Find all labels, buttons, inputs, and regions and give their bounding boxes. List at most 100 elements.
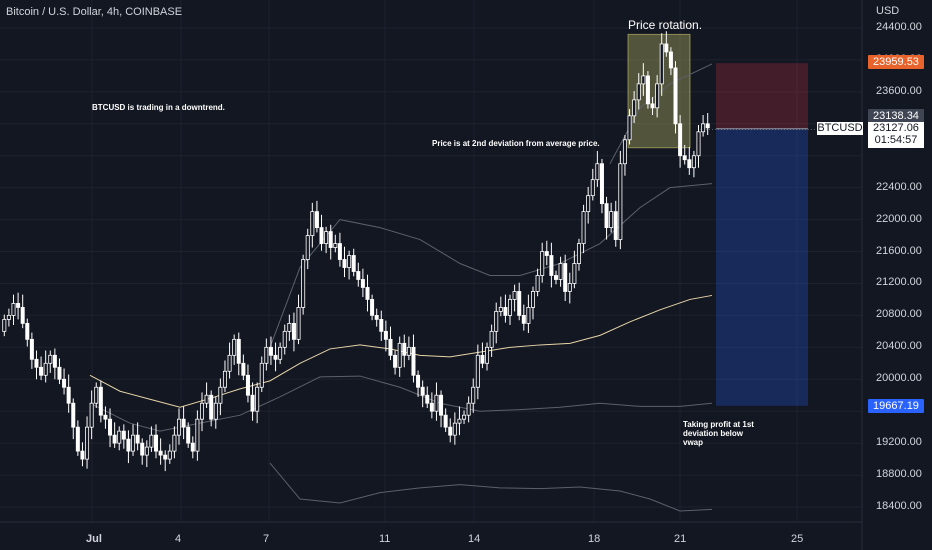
candle-body: [650, 103, 655, 109]
candle-body: [85, 426, 90, 460]
candle-body: [462, 414, 467, 420]
candle-body: [687, 159, 692, 169]
price-tick-label: 18400.00: [876, 500, 922, 512]
candle-body: [365, 287, 370, 300]
candle-body: [586, 195, 591, 213]
candle-body: [75, 426, 80, 452]
candle-body: [117, 430, 122, 444]
candle-body: [310, 211, 315, 236]
chart-title: Bitcoin / U.S. Dollar, 4h, COINBASE: [6, 6, 183, 18]
candle-body: [80, 450, 85, 460]
price-tick-label: 18800.00: [876, 468, 922, 481]
candle-body: [314, 211, 319, 228]
ticker-label: BTCUSD: [817, 122, 863, 135]
candle-body: [163, 454, 168, 460]
candle-body: [567, 283, 572, 292]
candle-body: [485, 346, 490, 364]
candle-body: [705, 123, 710, 129]
candle-body: [466, 402, 471, 416]
candle-body: [563, 263, 568, 292]
candle-body: [6, 314, 11, 320]
candle-body: [287, 322, 292, 332]
candle-body: [558, 263, 563, 280]
candle-body: [16, 303, 21, 308]
candle-body: [475, 354, 480, 388]
candle-body: [383, 330, 388, 340]
candle-body: [664, 43, 669, 53]
candle-body: [636, 83, 641, 101]
deviation-annotation: Price is at 2nd deviation from average p…: [432, 139, 600, 148]
candle-body: [682, 155, 687, 161]
profit-annotation: Taking profit at 1st deviation below vwa…: [683, 420, 754, 447]
candle-body: [604, 203, 609, 228]
candle-body: [641, 75, 646, 85]
candle-body: [668, 51, 673, 69]
candle-body: [11, 303, 16, 316]
candle-body: [576, 243, 581, 264]
price-tick-label: 20800.00: [876, 308, 922, 321]
candle-body: [360, 279, 365, 288]
candle-body: [691, 155, 696, 169]
candle-body: [553, 275, 558, 280]
candle-body: [613, 211, 618, 240]
time-tick-label: 7: [263, 533, 270, 545]
countdown-value: 01:54:57: [874, 134, 918, 146]
price-tick-label: 20400.00: [876, 340, 922, 353]
candle-body: [512, 291, 517, 300]
downtrend-annotation: BTCUSD is trading in a downtrend.: [92, 103, 225, 112]
candle-body: [342, 259, 347, 268]
candle-body: [581, 211, 586, 244]
candle-body: [411, 346, 416, 376]
candle-body: [57, 366, 62, 380]
candle-body: [356, 271, 361, 280]
time-tick-label: 11: [379, 533, 391, 545]
candle-body: [627, 115, 632, 141]
candle-body: [204, 394, 209, 404]
candle-body: [241, 362, 246, 376]
candle-body: [434, 394, 439, 412]
candle-body: [535, 275, 540, 292]
candle-body: [655, 83, 660, 109]
candle-body: [457, 418, 462, 424]
rotation-annotation: Price rotation.: [628, 18, 703, 32]
price-tick-label: 19200.00: [876, 436, 922, 449]
profit-annotation-line3: vwap: [683, 438, 704, 447]
candle-body: [291, 322, 296, 340]
current-price-value: 23127.06: [873, 122, 919, 134]
candle-body: [98, 386, 103, 416]
candle-body: [195, 418, 200, 452]
target-zone: [716, 128, 808, 406]
time-tick-label: 18: [588, 533, 601, 545]
candle-body: [337, 243, 342, 260]
candle-body: [531, 291, 536, 308]
candle-body: [186, 426, 191, 444]
candle-body: [498, 307, 503, 312]
candle-body: [319, 227, 324, 244]
candle-body: [425, 394, 430, 404]
candle-body: [678, 123, 683, 157]
candle-body: [209, 394, 214, 420]
price-tick-label: 23600.00: [876, 84, 922, 97]
candle-body: [416, 374, 421, 388]
candle-body: [397, 342, 402, 368]
candle-body: [181, 418, 186, 428]
candle-body: [526, 307, 531, 324]
candle-body: [305, 235, 310, 260]
price-tick-label: 22000.00: [876, 212, 922, 225]
candle-body: [296, 307, 301, 340]
candle-body: [301, 259, 306, 308]
candle-body: [34, 358, 39, 368]
candle-body: [71, 402, 76, 428]
candle-body: [673, 67, 678, 125]
candle-body: [94, 386, 99, 404]
price-tick-label: 21200.00: [876, 276, 922, 289]
candle-body: [149, 434, 154, 448]
time-tick-label: 25: [791, 533, 804, 545]
candle-body: [144, 446, 149, 456]
candle-body: [108, 418, 113, 436]
profit-annotation-line2: deviation below: [683, 429, 744, 438]
candle-body: [480, 354, 485, 364]
candle-body: [245, 374, 250, 396]
candle-body: [544, 251, 549, 256]
